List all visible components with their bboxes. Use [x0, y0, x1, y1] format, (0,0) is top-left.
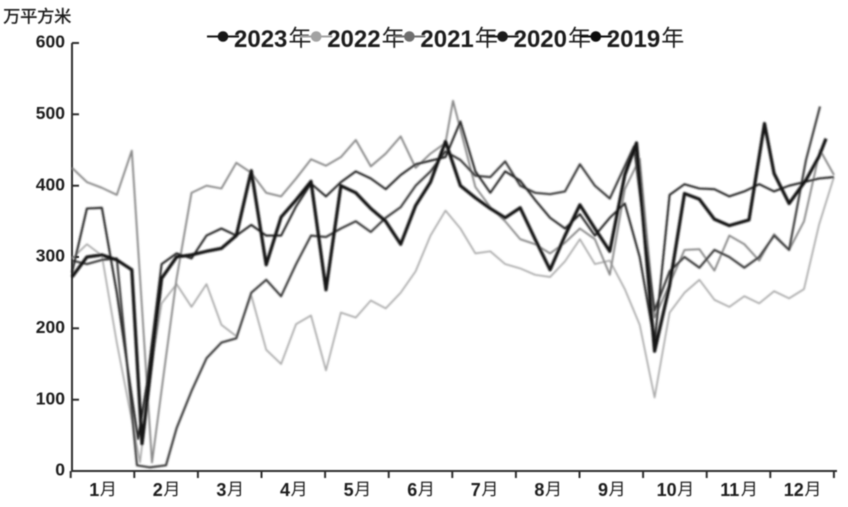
- svg-text:4: 4: [280, 480, 290, 500]
- svg-text:2019: 2019: [607, 26, 660, 53]
- svg-text:500: 500: [36, 103, 65, 123]
- svg-text:2020: 2020: [514, 26, 567, 53]
- svg-text:600: 600: [36, 32, 65, 52]
- svg-text:7: 7: [471, 480, 481, 500]
- svg-text:11: 11: [720, 480, 739, 500]
- svg-text:200: 200: [36, 317, 65, 337]
- svg-text:2022: 2022: [327, 26, 380, 53]
- svg-text:6: 6: [407, 480, 417, 500]
- svg-text:2: 2: [153, 480, 163, 500]
- svg-text:2023: 2023: [234, 26, 287, 53]
- svg-text:300: 300: [36, 246, 65, 266]
- svg-text:10: 10: [657, 480, 677, 500]
- svg-text:9: 9: [598, 480, 608, 500]
- svg-text:100: 100: [36, 388, 65, 408]
- svg-text:12: 12: [784, 480, 804, 500]
- svg-text:5: 5: [344, 480, 354, 500]
- svg-text:0: 0: [55, 460, 65, 480]
- svg-text:8: 8: [534, 480, 544, 500]
- svg-text:2021: 2021: [420, 26, 473, 53]
- svg-text:400: 400: [36, 174, 65, 194]
- svg-text:3: 3: [216, 480, 226, 500]
- svg-text:1: 1: [89, 480, 99, 500]
